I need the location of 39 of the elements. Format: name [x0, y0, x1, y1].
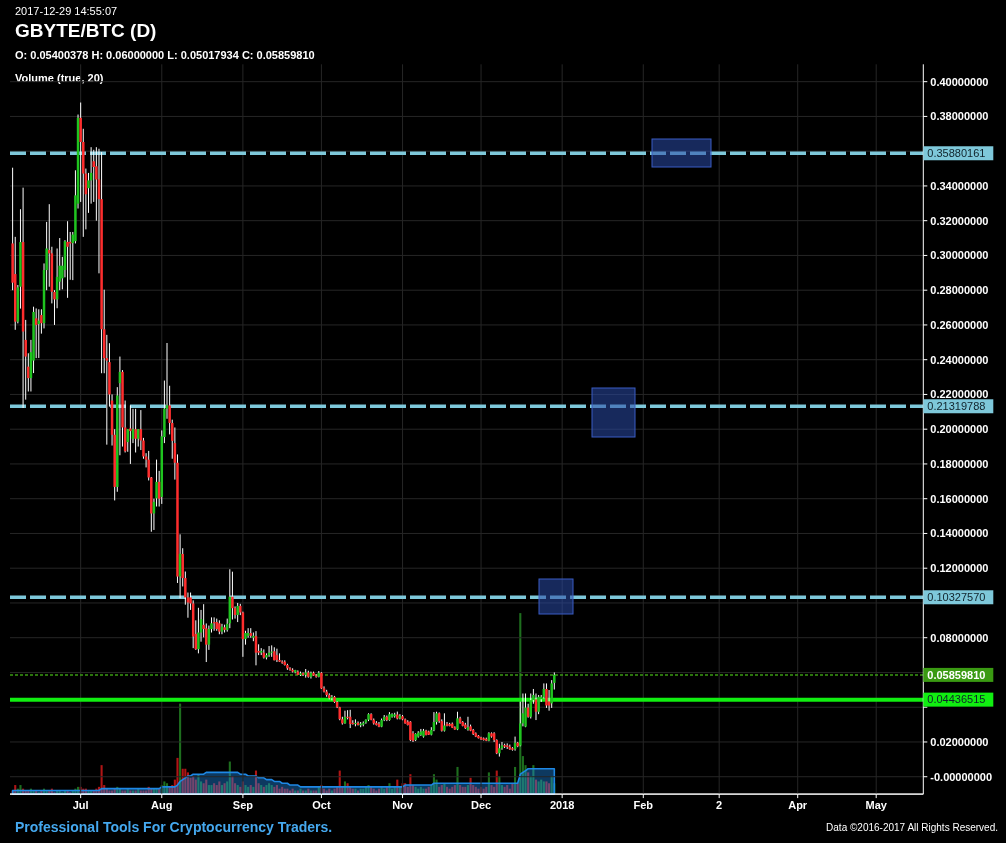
x-tick-label: Dec: [470, 799, 492, 812]
y-tick-label: 0.28000000: [930, 284, 989, 297]
x-tick-label: Feb: [633, 799, 654, 812]
y-tick-label: 0.14000000: [930, 527, 989, 540]
y-tick-label: 0.22000000: [930, 388, 989, 401]
ref-line-label: 0.10327570: [927, 591, 986, 604]
y-tick-label: 0.32000000: [930, 214, 989, 227]
x-tick-label: Oct: [312, 799, 331, 812]
text: Data ©2016-2017 All Rights Reserved.: [826, 822, 998, 833]
ref-line-label: 0.04436515: [927, 693, 986, 706]
y-tick-label: 0.26000000: [930, 318, 989, 331]
y-tick-label: 0.20000000: [930, 423, 989, 436]
x-tick-label: Aug: [151, 799, 173, 812]
y-tick-label: 0.12000000: [930, 562, 989, 575]
y-tick-label: 0.24000000: [930, 353, 989, 366]
x-tick-label: Jul: [72, 799, 89, 812]
chart-title: GBYTE/BTC (D): [15, 20, 157, 41]
x-tick-label: Sep: [232, 799, 254, 812]
y-tick-label: 0.40000000: [930, 75, 989, 88]
y-tick-label: -0.00000000: [930, 770, 993, 783]
y-tick-label: 0.08000000: [930, 631, 989, 644]
x-tick-label: May: [865, 799, 888, 812]
chart-title: Volume (true, 20): [15, 72, 104, 84]
ref-line-label: 0.35880161: [927, 147, 986, 160]
text: Professional Tools For Cryptocurrency Traders.: [15, 819, 333, 835]
y-tick-label: 0.18000000: [930, 457, 989, 470]
x-tick-label: Nov: [392, 799, 414, 812]
y-tick-label: 0.02000000: [930, 735, 989, 748]
text: 2017-12-29 14:55:07: [15, 5, 118, 17]
chart-subtitle: O: 0.05400378 H: 0.06000000 L: 0.05017934 C: 0.05859810: [15, 49, 315, 61]
x-tick-label: Apr: [788, 799, 808, 812]
y-tick-label: 0.34000000: [930, 179, 989, 192]
ref-line-label: 0.05859810: [927, 668, 986, 681]
x-tick-label: 2018: [549, 799, 575, 812]
y-tick-label: 0.38000000: [930, 110, 989, 123]
y-tick-label: 0.30000000: [930, 249, 989, 262]
y-tick-label: 0.16000000: [930, 492, 989, 505]
x-tick-label: 2: [716, 799, 723, 812]
ref-line-label: 0.21319788: [927, 400, 986, 413]
